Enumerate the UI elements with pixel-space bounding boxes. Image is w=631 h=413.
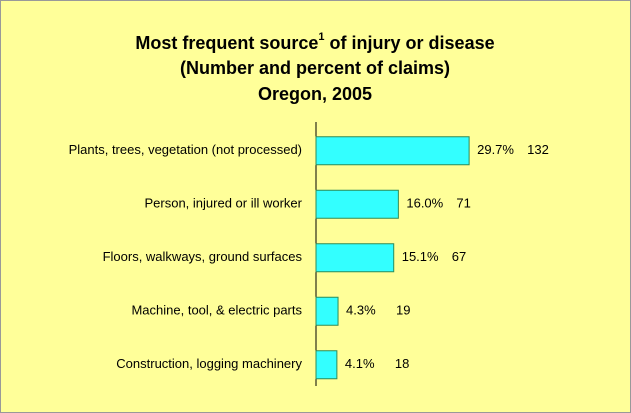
percent-label: 4.3% — [346, 303, 376, 318]
value-label: 18 — [395, 356, 409, 371]
percent-label: 4.1% — [345, 356, 375, 371]
title-text: of injury or disease — [325, 33, 495, 53]
chart-subtitle: (Number and percent of claims) — [180, 58, 450, 78]
bar — [315, 350, 338, 380]
category-label: Construction, logging machinery — [116, 356, 302, 371]
bar — [315, 296, 339, 326]
bar — [315, 243, 395, 273]
category-label: Floors, walkways, ground surfaces — [103, 249, 303, 264]
bar — [315, 189, 399, 219]
percent-label: 29.7% — [477, 142, 514, 157]
percent-label: 15.1% — [402, 249, 439, 264]
chart-subtitle: Oregon, 2005 — [258, 84, 372, 104]
footnote-mark: 1 — [318, 31, 324, 43]
value-label: 132 — [527, 142, 549, 157]
title-text: Most frequent source — [135, 33, 318, 53]
value-label: 67 — [452, 249, 466, 264]
value-label: 71 — [456, 196, 470, 211]
percent-label: 16.0% — [406, 196, 443, 211]
bar — [315, 136, 470, 166]
category-label: Plants, trees, vegetation (not processed… — [69, 142, 302, 157]
value-label: 19 — [396, 303, 410, 318]
category-label: Person, injured or ill worker — [144, 196, 302, 211]
category-label: Machine, tool, & electric parts — [131, 303, 302, 318]
chart-title: Most frequent source1 of injury or disea… — [135, 31, 494, 53]
